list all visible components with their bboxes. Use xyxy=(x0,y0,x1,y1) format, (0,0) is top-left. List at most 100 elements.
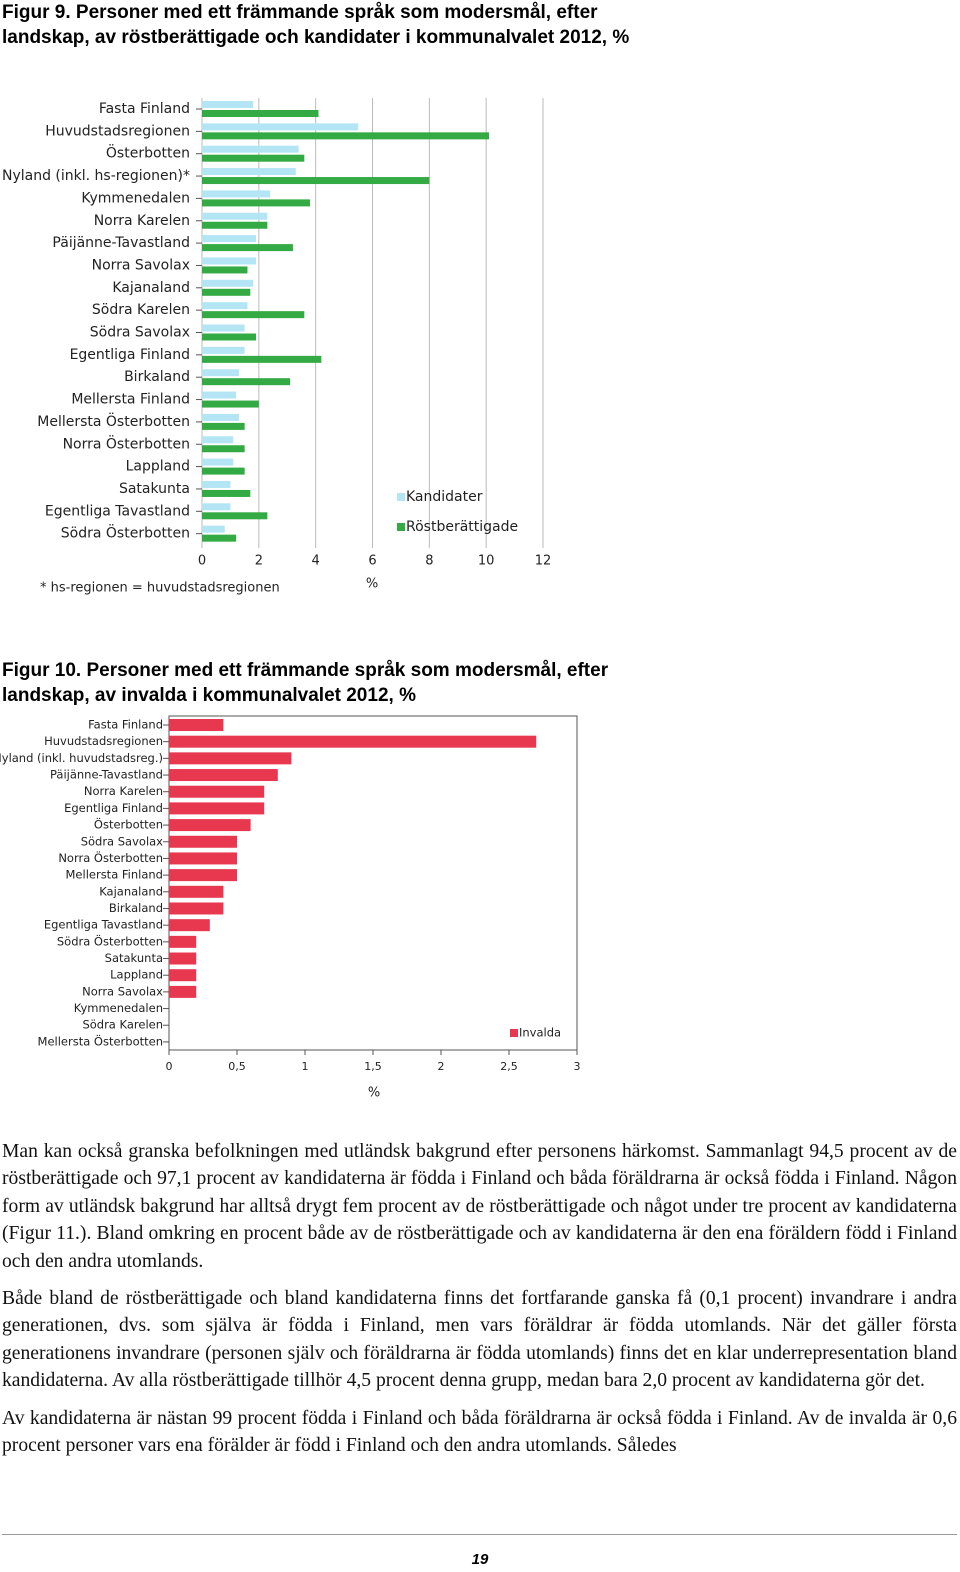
bar xyxy=(169,935,197,948)
x-tick-label: 2,5 xyxy=(500,1060,518,1073)
x-tick-label: 8 xyxy=(425,554,433,569)
bar xyxy=(202,346,245,354)
bar xyxy=(169,952,197,965)
bar xyxy=(169,969,197,982)
legend-label: Röstberättigade xyxy=(406,519,518,535)
category-label: Egentliga Finland xyxy=(70,347,190,363)
category-label: Österbotten xyxy=(94,816,163,832)
paragraph: Man kan också granska befolkningen med u… xyxy=(2,1141,957,1272)
x-tick-label: 0,5 xyxy=(228,1060,246,1073)
bar xyxy=(202,489,251,497)
x-axis-label: % xyxy=(368,1086,380,1101)
bar xyxy=(202,199,310,207)
category-label: Södra Österbotten xyxy=(61,524,190,542)
bar xyxy=(202,177,430,185)
x-tick-label: 10 xyxy=(478,554,495,569)
bar xyxy=(202,480,231,488)
category-label: Södra Karelen xyxy=(82,1018,163,1032)
category-label: Södra Savolax xyxy=(81,834,163,848)
bar xyxy=(202,101,254,108)
bar xyxy=(202,413,239,421)
category-label: Satakunta xyxy=(119,481,190,497)
bar xyxy=(202,391,237,399)
legend-swatch xyxy=(510,1029,518,1037)
paragraph: Både bland de röstberättigade och bland … xyxy=(2,1288,957,1392)
category-label: Huvudstadsregionen xyxy=(45,123,190,139)
x-tick-label: 0 xyxy=(198,554,206,569)
x-tick-label: 0 xyxy=(166,1060,173,1073)
bar xyxy=(202,369,239,377)
category-label: Egentliga Tavastland xyxy=(44,918,163,932)
bar xyxy=(202,110,319,117)
bar xyxy=(169,985,197,998)
body-text: Man kan också granska befolkningen med u… xyxy=(2,1138,957,1469)
bar xyxy=(202,311,305,319)
category-label: Norra Savolax xyxy=(92,257,190,273)
category-label: Egentliga Finland xyxy=(64,801,163,815)
category-label: Mellersta Österbotten xyxy=(37,412,190,430)
category-label: Mellersta Finland xyxy=(66,868,164,882)
bar xyxy=(202,168,296,176)
bar xyxy=(202,132,490,140)
bar xyxy=(169,885,224,898)
x-tick-label: 4 xyxy=(312,554,320,569)
category-label: Södra Österbotten xyxy=(57,932,163,948)
category-label: Södra Karelen xyxy=(92,302,190,318)
category-label: Mellersta Österbotten xyxy=(38,1032,163,1048)
bar xyxy=(202,190,271,198)
bar xyxy=(202,266,248,274)
bar xyxy=(202,467,245,475)
x-tick-label: 3 xyxy=(574,1060,581,1073)
bar xyxy=(202,436,234,444)
category-label: Kajanaland xyxy=(112,280,190,296)
bar xyxy=(202,512,268,520)
category-label: Huvudstadsregionen xyxy=(44,734,163,748)
bar xyxy=(169,852,237,865)
legend-swatch xyxy=(397,493,405,501)
category-label: Nyland (inkl. hs-regionen)* xyxy=(2,168,190,184)
category-label: Södra Savolax xyxy=(90,325,190,341)
bar xyxy=(202,145,299,153)
category-label: Lappland xyxy=(126,459,190,475)
footnote: * hs-regionen = huvudstadsregionen xyxy=(40,581,280,596)
bar xyxy=(202,445,245,453)
category-label: Norra Karelen xyxy=(84,784,163,798)
category-label: Birkaland xyxy=(124,369,190,385)
plot-frame xyxy=(168,715,578,1051)
figure-title: Figur 10. Personer med ett främmande spr… xyxy=(2,660,609,706)
bar xyxy=(202,123,359,131)
bar xyxy=(169,902,224,915)
category-label: Fasta Finland xyxy=(99,101,190,117)
bar xyxy=(202,244,293,252)
bar xyxy=(169,802,265,815)
x-axis-label: % xyxy=(366,577,378,592)
bar xyxy=(169,752,292,765)
bar xyxy=(169,919,210,932)
x-tick-label: 2 xyxy=(438,1060,445,1073)
bar xyxy=(169,769,278,782)
category-label: Österbotten xyxy=(106,144,190,162)
category-label: Kymmenedalen xyxy=(74,1001,163,1015)
x-tick-label: 1 xyxy=(302,1060,309,1073)
category-label: Norra Österbotten xyxy=(63,434,190,452)
bar xyxy=(202,503,231,511)
bar xyxy=(202,221,268,229)
legend-label: Invalda xyxy=(519,1026,561,1040)
x-tick-label: 12 xyxy=(535,554,552,569)
legend-label: Kandidater xyxy=(406,489,483,505)
category-label: Kajanaland xyxy=(99,884,163,898)
category-label: Fasta Finland xyxy=(88,718,163,732)
bar xyxy=(202,400,259,408)
category-label: Birkaland xyxy=(109,901,163,915)
x-tick-label: 6 xyxy=(368,554,376,569)
footer-rule xyxy=(2,1534,957,1535)
bar xyxy=(202,422,245,430)
bar xyxy=(202,235,256,243)
bar xyxy=(169,785,265,798)
x-tick-label: 1,5 xyxy=(364,1060,382,1073)
bar xyxy=(202,458,234,466)
category-label: Päijänne-Tavastland xyxy=(50,768,163,782)
category-label: Kymmenedalen xyxy=(81,190,190,206)
bar xyxy=(169,819,251,832)
